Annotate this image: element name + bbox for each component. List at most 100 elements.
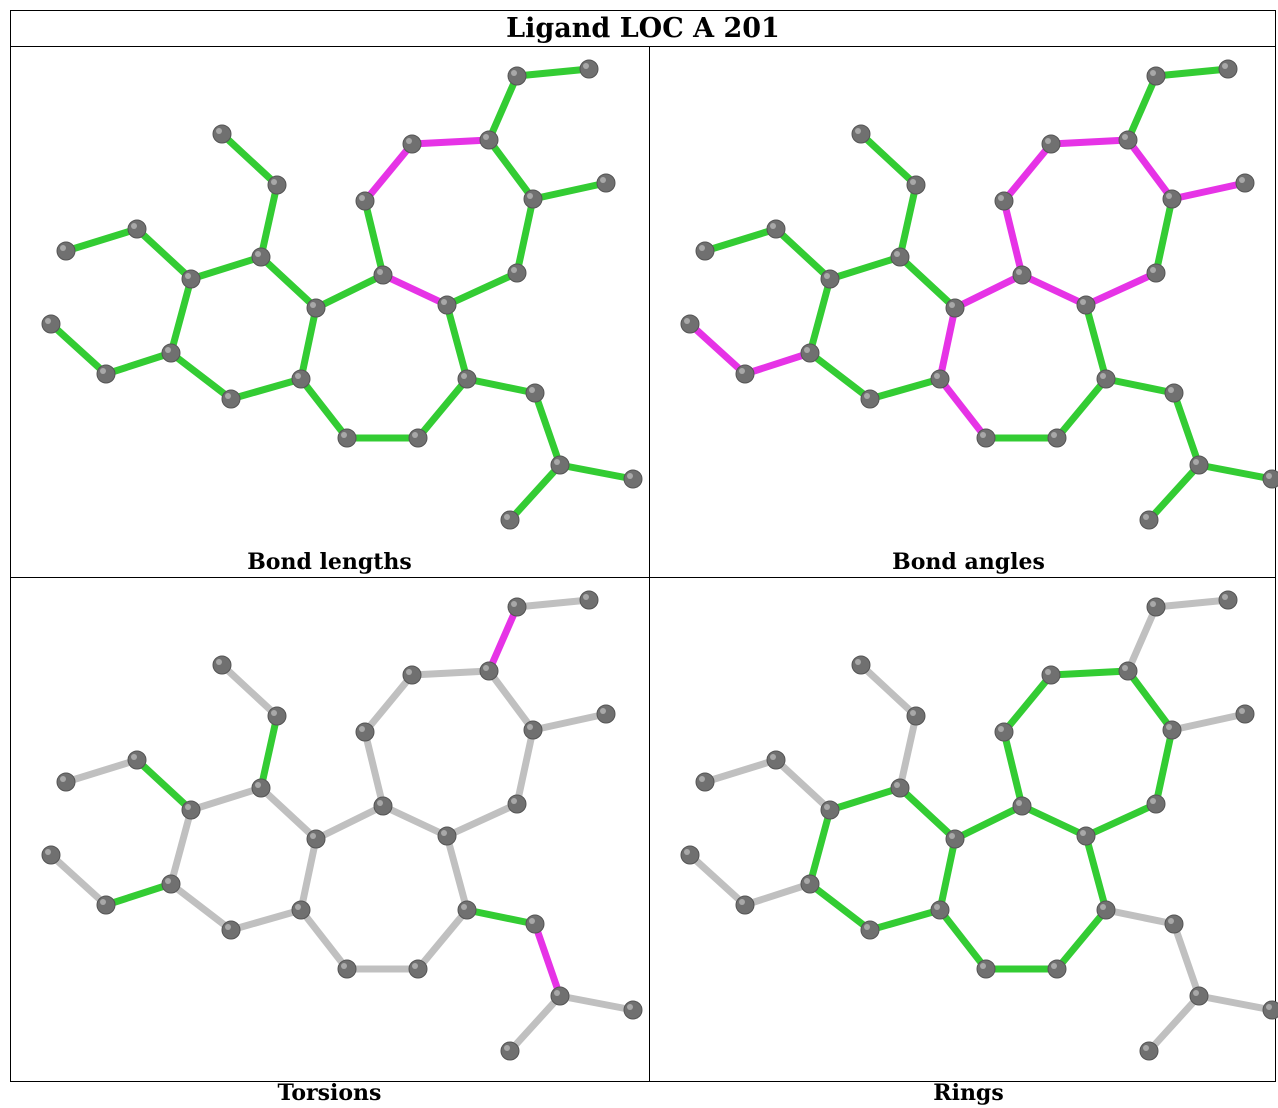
atom — [500, 510, 520, 530]
bond — [1170, 389, 1203, 469]
bond — [866, 375, 944, 403]
atom-highlight — [998, 195, 1004, 201]
atom-highlight — [1016, 269, 1022, 275]
bond — [257, 253, 320, 312]
figure-title: Ligand LOC A 201 — [11, 11, 1275, 47]
bond — [531, 389, 564, 469]
atom-highlight — [627, 473, 633, 479]
atom-highlight — [894, 782, 900, 788]
atom — [437, 826, 457, 846]
bond — [1124, 136, 1176, 203]
atom-highlight — [1080, 830, 1086, 836]
bond — [1000, 671, 1055, 736]
atom-highlight — [1045, 138, 1051, 144]
atom — [507, 66, 527, 86]
atom-highlight — [100, 368, 106, 374]
atom — [507, 263, 527, 283]
atom — [402, 134, 422, 154]
bond — [896, 253, 959, 312]
atom — [96, 895, 116, 915]
bond — [1053, 906, 1110, 973]
atom — [161, 343, 181, 363]
atom — [437, 295, 457, 315]
bond — [257, 181, 281, 261]
atom — [221, 389, 241, 409]
atom-highlight — [1166, 724, 1172, 730]
atom-highlight — [255, 782, 261, 788]
panel-bond-angles: Bond angles — [650, 47, 1278, 577]
atom — [890, 778, 910, 798]
atom-highlight — [511, 798, 517, 804]
atom-highlight — [225, 924, 231, 930]
panel-bond-lengths: Bond lengths — [11, 47, 648, 577]
atom — [41, 845, 61, 865]
atom — [507, 597, 527, 617]
panel-rings: Rings — [650, 578, 1278, 1108]
bond — [1082, 832, 1110, 914]
atom-highlight — [1051, 963, 1057, 969]
molecule-rings — [680, 590, 1278, 1061]
bond — [826, 784, 904, 814]
atom-highlight — [699, 245, 705, 251]
atom-highlight — [855, 128, 861, 134]
atom — [181, 269, 201, 289]
atom — [1146, 66, 1166, 86]
bond — [485, 603, 521, 675]
atom — [976, 428, 996, 448]
bond — [187, 784, 265, 814]
bond — [826, 253, 904, 283]
atom — [800, 874, 820, 894]
bond — [1124, 603, 1160, 675]
atom — [800, 343, 820, 363]
atom — [623, 1000, 643, 1020]
bond — [556, 461, 637, 483]
atom-highlight — [949, 833, 955, 839]
bond — [1047, 667, 1132, 679]
bond — [806, 806, 834, 888]
bond — [443, 800, 521, 840]
atom — [550, 455, 570, 475]
bond — [167, 806, 195, 888]
atom-highlight — [583, 594, 589, 600]
atom — [1139, 510, 1159, 530]
atom — [766, 219, 786, 239]
atom-highlight — [864, 924, 870, 930]
atom — [623, 469, 643, 489]
bond — [485, 136, 537, 203]
atom-highlight — [406, 138, 412, 144]
bond — [485, 667, 537, 734]
atom-highlight — [1080, 299, 1086, 305]
bond — [312, 802, 387, 843]
horizontal-divider — [11, 577, 1275, 578]
bond — [218, 130, 281, 189]
atom — [906, 175, 926, 195]
atom-highlight — [1143, 1045, 1149, 1051]
atom-highlight — [412, 963, 418, 969]
atom — [212, 124, 232, 144]
atom-highlight — [271, 179, 277, 185]
atom-highlight — [770, 223, 776, 229]
atom-highlight — [1239, 177, 1245, 183]
atom — [1076, 295, 1096, 315]
atom — [1076, 826, 1096, 846]
bond — [741, 880, 814, 909]
atom-highlight — [1150, 798, 1156, 804]
atom-highlight — [770, 754, 776, 760]
bond — [1102, 906, 1178, 928]
atom-highlight — [998, 726, 1004, 732]
atom-highlight — [483, 134, 489, 140]
atom — [1146, 597, 1166, 617]
atom-highlight — [511, 70, 517, 76]
bond — [896, 712, 920, 792]
bond — [506, 461, 564, 524]
atom-highlight — [934, 904, 940, 910]
bond — [297, 835, 320, 914]
atom — [267, 175, 287, 195]
bond — [1168, 710, 1249, 734]
bond — [1195, 461, 1276, 483]
bond — [62, 756, 141, 786]
atom — [181, 800, 201, 820]
atom-highlight — [100, 899, 106, 905]
atom-highlight — [295, 904, 301, 910]
bond — [167, 880, 235, 934]
